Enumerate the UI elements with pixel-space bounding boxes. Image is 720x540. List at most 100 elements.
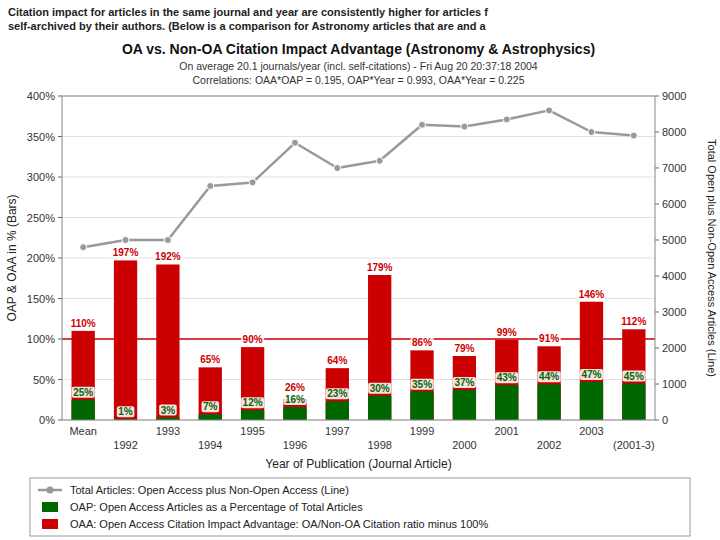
line [83,110,634,247]
x-tick-label: Mean [69,425,97,437]
data-label: 35% [412,379,432,390]
data-label-bg [154,251,183,262]
data-label-bg [117,406,135,417]
data-label: 30% [370,383,390,394]
legend-label: Total Articles: Open Access plus Non-Ope… [70,484,349,496]
subtitle: On average 20.1 journals/year (incl. sel… [179,60,538,72]
x-tick-label: 1993 [156,425,180,437]
subtitle: Correlations: OAA*OAP = 0.195, OAP*Year … [192,74,524,86]
y2-tick-label: 9000 [662,90,686,102]
line-marker [461,123,468,130]
y-tick [58,339,62,340]
header-line: Citation impact for articles in the same… [8,6,488,18]
y-tick [58,420,62,421]
data-label-bg [241,397,264,408]
y2-tick [655,384,659,385]
data-label: 197% [113,247,139,258]
data-label: 45% [624,371,644,382]
y-tick-label: 250% [27,212,55,224]
y2-tick [655,312,659,313]
data-label-bg [368,383,391,394]
data-label: 43% [497,372,517,383]
grid-line [62,298,655,299]
x-tick-label: 1996 [283,439,307,451]
bar [368,396,391,420]
data-label: 47% [581,369,601,380]
legend-label: OAP: Open Access Articles as a Percentag… [70,501,363,513]
data-label: 23% [327,388,347,399]
line-marker [546,107,553,114]
reference-line [62,338,655,340]
y-tick [58,298,62,299]
y-axis-label: OAP & OAA in % (Bars) [5,194,19,321]
data-label-bg [538,371,561,382]
y-tick [58,379,62,380]
legend-swatch [47,487,54,494]
data-label-bg [538,333,561,344]
y2-tick [655,96,659,97]
bar [537,384,560,420]
grid [62,96,655,420]
y-tick [58,96,62,97]
data-label: 25% [73,387,93,398]
line-series [80,107,638,251]
data-label-bg [620,316,648,327]
data-label-bg [622,371,645,382]
grid-line [62,177,655,178]
data-label: 3% [161,405,176,416]
grid-line [62,339,655,340]
bar [580,382,603,420]
bar [114,260,137,420]
data-label: 65% [200,354,220,365]
data-label-bg [453,377,476,388]
line-marker [207,183,214,190]
line-marker [588,129,595,136]
y-tick-label: 200% [27,252,55,264]
data-label-bg [326,355,349,366]
data-label-bg [199,354,222,365]
data-label: 110% [71,318,96,329]
bar [580,302,603,420]
x-tick-label: 2001 [495,425,519,437]
x-tick-label: 1995 [240,425,264,437]
bar [495,385,518,420]
data-label: 16% [285,394,305,405]
bar-series [72,260,646,420]
line-marker [503,116,510,123]
data-label: 179% [367,262,393,273]
line-marker [80,244,87,251]
data-label-bg [577,289,606,300]
title: OA vs. Non-OA Citation Impact Advantage … [122,41,595,57]
data-label-bg [495,327,518,338]
bar [283,407,306,420]
y-tick [58,136,62,137]
y2-tick-label: 5000 [662,234,686,246]
y2-tick [655,420,659,421]
x-tick-label: 1994 [198,439,222,451]
y2-tick [655,132,659,133]
y-tick-label: 0% [39,414,55,426]
x-tick-label: 1999 [410,425,434,437]
header-line: self-archived by their authors. (Below i… [8,20,486,32]
x-tick-label: 1992 [113,439,137,451]
data-label: 26% [285,382,305,393]
data-label-bg [495,372,518,383]
y-tick [58,217,62,218]
y2-tick-label: 7000 [662,162,686,174]
bar [72,400,95,420]
data-label: 64% [327,355,347,366]
data-label: 1% [118,406,133,417]
line-marker [164,237,171,244]
y2-tick-label: 6000 [662,198,686,210]
y2-tick [655,204,659,205]
y2-tick-label: 2000 [662,342,686,354]
data-label-bg [283,394,306,405]
y2-axis-label: Total Open plus Non-Open Access Articles… [706,139,718,377]
bar [622,384,645,420]
bar [410,392,433,420]
grid-line [62,217,655,218]
y-tick-label: 300% [27,171,55,183]
line-marker [334,165,341,172]
legend-swatch [42,502,58,512]
data-label: 37% [454,377,474,388]
